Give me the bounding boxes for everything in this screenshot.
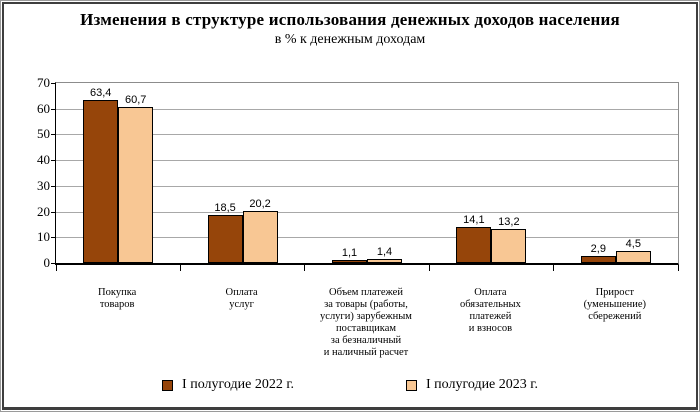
gridline [56, 185, 678, 187]
gridline [56, 211, 678, 213]
y-axis-tick [51, 263, 56, 264]
bar-series1-cat4 [456, 227, 492, 263]
bar-series2-cat2 [242, 211, 278, 263]
y-axis-tick [51, 211, 56, 213]
chart-title: Изменения в структуре использования дене… [80, 10, 620, 29]
y-axis-tick [51, 237, 56, 239]
x-axis-tick [304, 265, 306, 271]
legend-label: I полугодие 2022 г. [182, 377, 294, 392]
category-label: Прирост (уменьшение) сбережений [583, 287, 647, 322]
x-axis-tick [677, 265, 679, 271]
gridline [56, 160, 678, 162]
bar-value-label: 18,5 [214, 202, 236, 214]
gridline [56, 134, 678, 136]
gridline [56, 237, 678, 239]
category-label: Оплата услуг [225, 287, 258, 310]
legend: I полугодие 2022 г. I полугодие 2023 г. [0, 377, 700, 393]
category-label: Оплата обязательных платежей и взносов [459, 287, 521, 334]
bar-value-label: 60,7 [124, 94, 147, 106]
y-axis-tick [51, 108, 56, 110]
y-axis-tick [51, 134, 56, 136]
y-axis-tick [51, 83, 56, 84]
legend-item-2: I полугодие 2023 г. [406, 377, 538, 393]
bar-value-label: 1,1 [341, 247, 358, 259]
category-label: Покупка товаров [98, 287, 137, 310]
bar-series1-cat1 [83, 100, 119, 263]
bar-series1-cat3 [332, 260, 367, 263]
bar-series2-cat5 [615, 251, 651, 263]
x-axis-tick [553, 265, 555, 271]
y-axis-tick-label: 10 [37, 229, 50, 245]
bar-value-label: 1,4 [376, 246, 393, 258]
y-axis-tick-label: 70 [37, 75, 50, 90]
y-axis-tick-label: 30 [37, 177, 50, 193]
y-axis-tick [51, 160, 56, 162]
x-axis-tick [55, 265, 57, 271]
bar-value-label: 2,9 [590, 243, 606, 255]
y-axis-tick-label: 50 [37, 126, 50, 142]
legend-swatch-icon [162, 379, 174, 391]
bar-value-label: 63,4 [89, 87, 112, 99]
x-axis-tick [179, 265, 181, 271]
bar-value-label: 4,5 [625, 238, 641, 250]
legend-label: I полугодие 2023 г. [426, 377, 538, 392]
x-axis-tick [428, 265, 430, 271]
category-label: Объем платежей за товары (работы, услуги) … [320, 287, 412, 358]
gridline [56, 108, 678, 110]
bar-series1-cat5 [580, 256, 616, 263]
plot-area: 63,4 60,7 18,5 20,2 1,1 1,4 14,1 13,2 2,9 4,5 [51, 82, 679, 271]
bar-series2-cat3 [367, 259, 402, 263]
legend-item-1: I полугодие 2022 г. [162, 377, 294, 393]
y-axis-tick-label: 40 [37, 152, 50, 168]
chart-subtitle: в % к денежным доходам [274, 32, 426, 47]
y-axis-tick-label: 20 [37, 203, 50, 219]
y-axis-tick-label: 0 [43, 255, 51, 270]
bar-series1-cat2 [207, 215, 243, 263]
y-axis-tick-label: 60 [37, 100, 50, 116]
bar-value-label: 14,1 [463, 214, 485, 226]
legend-swatch-icon [406, 379, 417, 391]
bar-series2-cat1 [118, 107, 154, 263]
y-axis-tick [51, 185, 56, 187]
bar-value-label: 20,2 [249, 198, 271, 210]
bar-value-label: 13,2 [498, 216, 520, 228]
bar-series2-cat4 [491, 229, 527, 263]
